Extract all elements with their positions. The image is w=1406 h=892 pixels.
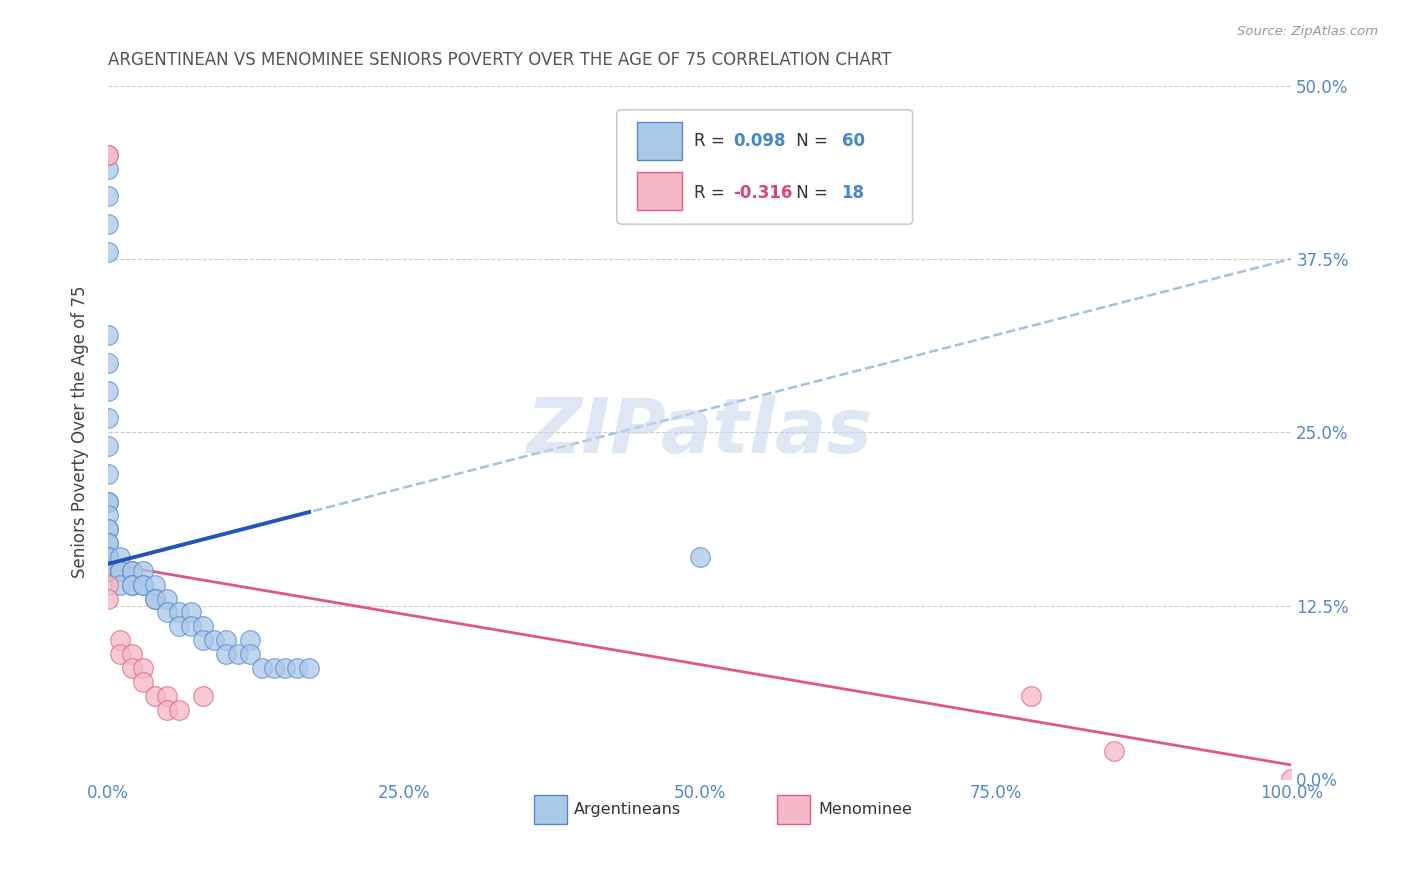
Point	[97, 536, 120, 550]
Point	[97, 549, 120, 564]
Point	[143, 591, 166, 606]
Point	[97, 508, 120, 523]
Point	[250, 661, 273, 675]
Point	[97, 564, 120, 578]
Point	[226, 647, 249, 661]
FancyBboxPatch shape	[617, 110, 912, 224]
Point	[156, 591, 179, 606]
Point	[97, 564, 120, 578]
Point	[97, 148, 120, 162]
Point	[239, 633, 262, 648]
Point	[97, 148, 120, 162]
Point	[121, 564, 143, 578]
Point	[215, 647, 238, 661]
Text: 0.098: 0.098	[733, 132, 786, 150]
Point	[97, 564, 120, 578]
Bar	[776, 795, 810, 824]
Point	[156, 689, 179, 703]
Point	[143, 591, 166, 606]
Text: -0.316: -0.316	[733, 184, 792, 202]
Point	[97, 577, 120, 591]
Text: 60: 60	[842, 132, 865, 150]
Bar	[637, 172, 682, 211]
Point	[167, 702, 190, 716]
Point	[180, 606, 202, 620]
Point	[108, 577, 131, 591]
Point	[97, 564, 120, 578]
Point	[143, 689, 166, 703]
Point	[121, 577, 143, 591]
Point	[191, 633, 214, 648]
Text: R =: R =	[693, 184, 730, 202]
Bar	[637, 122, 682, 161]
Point	[180, 619, 202, 633]
Point	[191, 689, 214, 703]
Text: N =: N =	[790, 132, 832, 150]
Point	[132, 577, 155, 591]
Y-axis label: Seniors Poverty Over the Age of 75: Seniors Poverty Over the Age of 75	[72, 286, 89, 578]
Point	[263, 661, 285, 675]
Point	[121, 564, 143, 578]
Point	[97, 591, 120, 606]
Point	[215, 633, 238, 648]
Point	[1019, 689, 1042, 703]
Point	[108, 564, 131, 578]
Point	[132, 674, 155, 689]
Point	[97, 161, 120, 176]
Point	[97, 217, 120, 231]
Point	[97, 549, 120, 564]
Point	[97, 564, 120, 578]
Text: R =: R =	[693, 132, 730, 150]
Text: 18: 18	[842, 184, 865, 202]
Point	[274, 661, 297, 675]
Text: ARGENTINEAN VS MENOMINEE SENIORS POVERTY OVER THE AGE OF 75 CORRELATION CHART: ARGENTINEAN VS MENOMINEE SENIORS POVERTY…	[108, 51, 891, 69]
Point	[191, 619, 214, 633]
Point	[97, 189, 120, 203]
Point	[167, 606, 190, 620]
Point	[97, 356, 120, 370]
Point	[97, 494, 120, 508]
Text: ZIPatlas: ZIPatlas	[527, 395, 873, 469]
Point	[97, 494, 120, 508]
Point	[132, 577, 155, 591]
Point	[1102, 744, 1125, 758]
Point	[97, 439, 120, 453]
Bar	[534, 795, 567, 824]
Point	[97, 522, 120, 536]
Point	[97, 467, 120, 481]
Point	[97, 549, 120, 564]
Point	[108, 549, 131, 564]
Point	[97, 522, 120, 536]
Text: Argentineans: Argentineans	[574, 802, 682, 817]
Text: N =: N =	[790, 184, 832, 202]
Point	[143, 577, 166, 591]
Point	[97, 411, 120, 425]
Point	[285, 661, 308, 675]
Point	[108, 633, 131, 648]
Point	[1279, 772, 1302, 786]
Point	[108, 564, 131, 578]
Point	[239, 647, 262, 661]
Point	[97, 244, 120, 259]
Point	[121, 577, 143, 591]
Point	[167, 619, 190, 633]
Point	[689, 549, 711, 564]
Text: Source: ZipAtlas.com: Source: ZipAtlas.com	[1237, 25, 1378, 38]
Point	[156, 702, 179, 716]
Point	[204, 633, 226, 648]
Point	[108, 564, 131, 578]
Point	[97, 384, 120, 398]
Point	[121, 661, 143, 675]
Point	[97, 328, 120, 343]
Point	[298, 661, 321, 675]
Point	[132, 661, 155, 675]
Point	[108, 647, 131, 661]
Point	[156, 606, 179, 620]
Point	[121, 647, 143, 661]
Point	[132, 564, 155, 578]
Point	[97, 536, 120, 550]
Text: Menominee: Menominee	[818, 802, 912, 817]
